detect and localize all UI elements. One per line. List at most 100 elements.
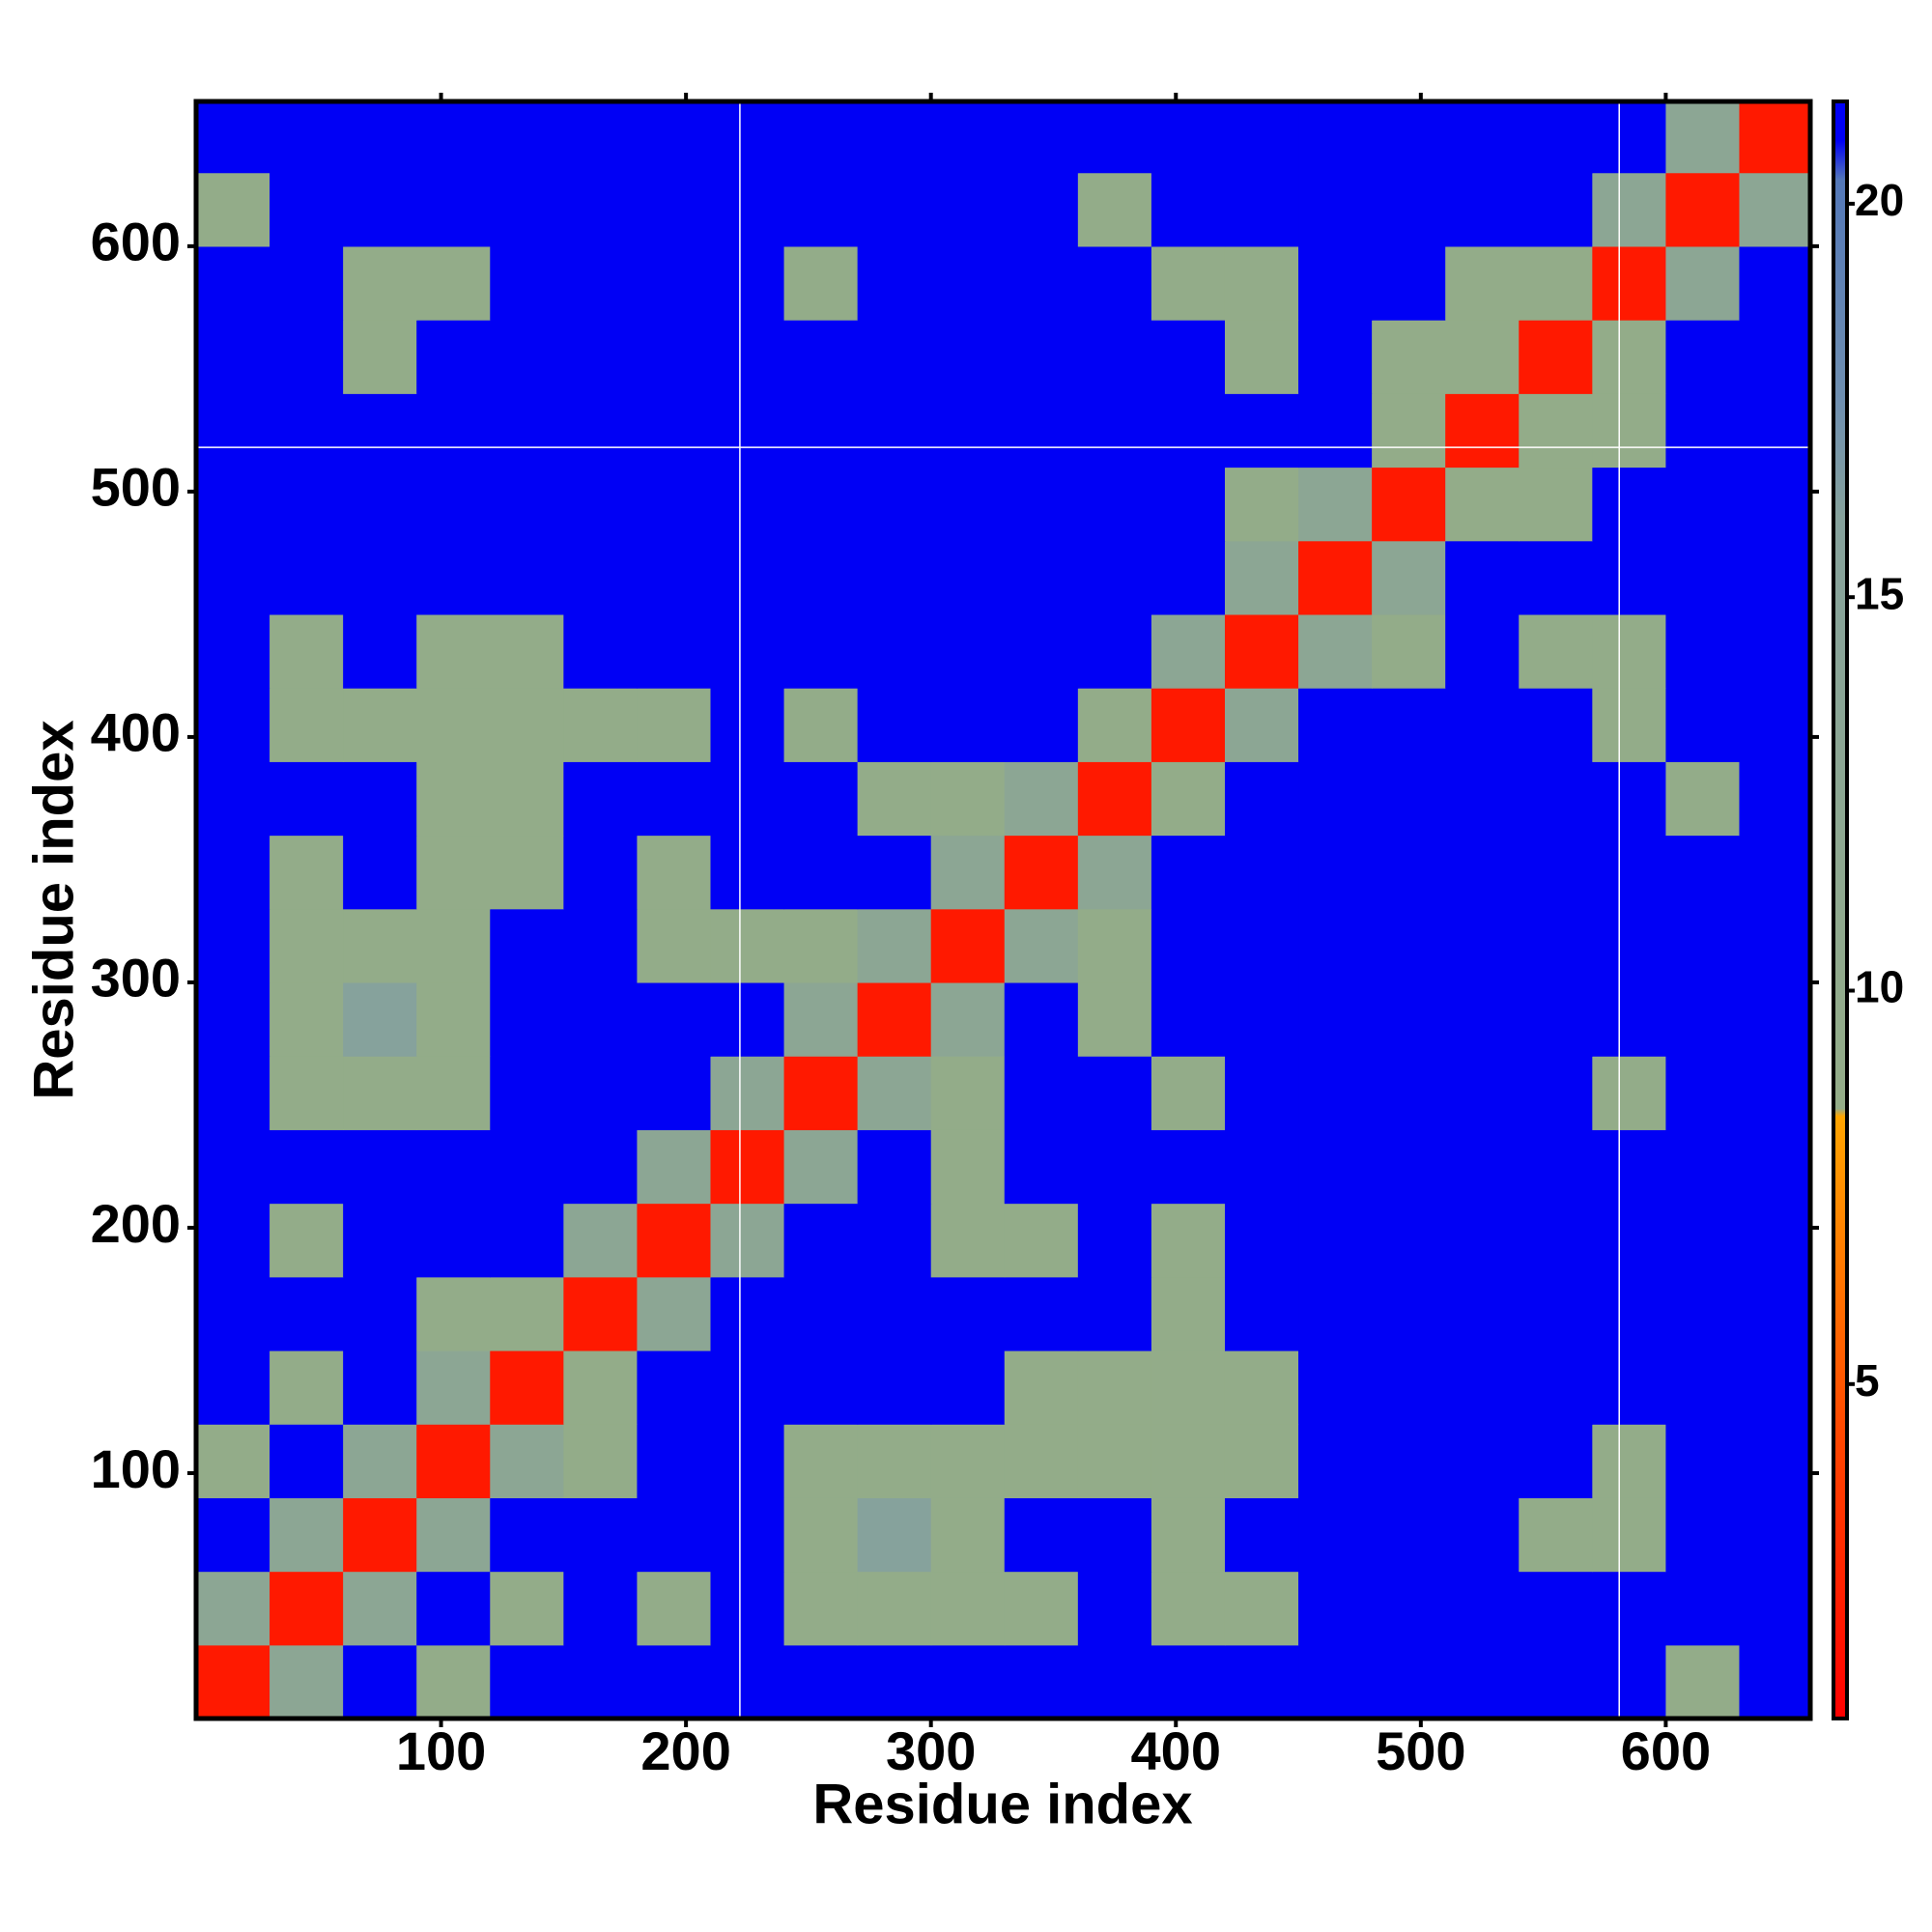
heatmap-cell [930, 1497, 1006, 1573]
heatmap-cell [1224, 1644, 1299, 1719]
heatmap-cell [637, 1129, 712, 1205]
heatmap-cell [1004, 1644, 1079, 1719]
heatmap-cell [416, 1424, 491, 1498]
heatmap-cell [1665, 1571, 1741, 1646]
heatmap-cell [1519, 981, 1593, 1057]
heatmap-cell [1665, 908, 1741, 983]
heatmap-cell [637, 981, 712, 1057]
heatmap-cell [783, 1129, 859, 1205]
heatmap-cell [857, 613, 932, 689]
heatmap-cell [196, 393, 270, 469]
heatmap-cell [1224, 172, 1299, 247]
heatmap-cell [710, 613, 785, 689]
heatmap-cell [1077, 688, 1152, 762]
heatmap-cell [637, 1644, 712, 1719]
heatmap-cell [490, 981, 564, 1057]
heatmap-cell [1372, 981, 1446, 1057]
heatmap-cell [1004, 540, 1079, 615]
heatmap-cell [1592, 1276, 1666, 1351]
heatmap-cell [1372, 320, 1446, 394]
heatmap-cell [930, 613, 1006, 689]
heatmap-cell [1151, 1276, 1226, 1351]
heatmap-cell [1739, 320, 1810, 394]
heatmap-cell [270, 393, 344, 469]
heatmap-cell [1445, 172, 1520, 247]
heatmap-cell [1519, 172, 1593, 247]
heatmap-cell [1004, 1056, 1079, 1130]
heatmap-cell [196, 761, 270, 837]
heatmap-cell [930, 245, 1006, 321]
heatmap-cell [783, 613, 859, 689]
heatmap-cell [1004, 835, 1079, 910]
heatmap-cell [783, 761, 859, 837]
heatmap-cell [1151, 1056, 1226, 1130]
heatmap-cell [857, 540, 932, 615]
heatmap-cell [1665, 320, 1741, 394]
heatmap-cell [1224, 1056, 1299, 1130]
heatmap-cell [196, 1056, 270, 1130]
heatmap-cell [930, 1056, 1006, 1130]
heatmap-cell [1151, 613, 1226, 689]
heatmap-cell [1739, 1129, 1810, 1205]
heatmap-cell [1224, 467, 1299, 542]
heatmap-cell [1298, 761, 1373, 837]
heatmap-cell [1445, 688, 1520, 762]
heatmap-cell [710, 1203, 785, 1278]
heatmap-cell [1004, 908, 1079, 983]
heatmap-cell [1445, 1276, 1520, 1351]
heatmap-cell [1372, 761, 1446, 837]
heatmap-cell [196, 613, 270, 689]
heatmap-cell [710, 688, 785, 762]
heatmap-cell [196, 688, 270, 762]
heatmap-cell [416, 1056, 491, 1130]
heatmap-cell [1519, 1056, 1593, 1130]
heatmap-cell [1224, 1424, 1299, 1498]
heatmap-cell [1151, 981, 1226, 1057]
heatmap-cell [1151, 101, 1226, 174]
heatmap-cell [1592, 761, 1666, 837]
heatmap-cell [416, 1129, 491, 1205]
heatmap-cell [783, 467, 859, 542]
heatmap-cell [490, 1203, 564, 1278]
heatmap-cell [1372, 1644, 1446, 1719]
heatmap-cell [490, 835, 564, 910]
heatmap-cell [1445, 908, 1520, 983]
heatmap-cell [1445, 1203, 1520, 1278]
heatmap-cell [563, 908, 639, 983]
heatmap-cell [857, 1276, 932, 1351]
heatmap-cell [1004, 613, 1079, 689]
heatmap-cell [783, 1276, 859, 1351]
heatmap-cell [1592, 1644, 1666, 1719]
heatmap-cell [270, 1571, 344, 1646]
heatmap-cell [930, 1644, 1006, 1719]
heatmap-cell [1372, 1424, 1446, 1498]
heatmap-cell [930, 393, 1006, 469]
heatmap-cell [1372, 1276, 1446, 1351]
heatmap-cell [196, 835, 270, 910]
heatmap-cell [1298, 245, 1373, 321]
heatmap-cell [1665, 1203, 1741, 1278]
heatmap-cell [1592, 172, 1666, 247]
y-tick-label: 600 [91, 212, 181, 272]
heatmap-cell [563, 1497, 639, 1573]
heatmap-cell [1224, 1129, 1299, 1205]
heatmap-cell [196, 1350, 270, 1425]
heatmap-cell [857, 467, 932, 542]
heatmap-cell [343, 908, 417, 983]
heatmap-cell [1519, 245, 1593, 321]
heatmap-cell [1372, 1056, 1446, 1130]
heatmap-cell [637, 320, 712, 394]
heatmap-cell [857, 981, 932, 1057]
heatmap-cell [563, 688, 639, 762]
heatmap-cell [1298, 467, 1373, 542]
heatmap-cell [343, 835, 417, 910]
heatmap-cell [857, 1129, 932, 1205]
heatmap-cell [343, 393, 417, 469]
heatmap-cell [930, 1203, 1006, 1278]
heatmap-cell [710, 172, 785, 247]
heatmap-cell [783, 1644, 859, 1719]
heatmap-cell [1739, 393, 1810, 469]
heatmap-cell [416, 172, 491, 247]
heatmap-cell [1298, 688, 1373, 762]
